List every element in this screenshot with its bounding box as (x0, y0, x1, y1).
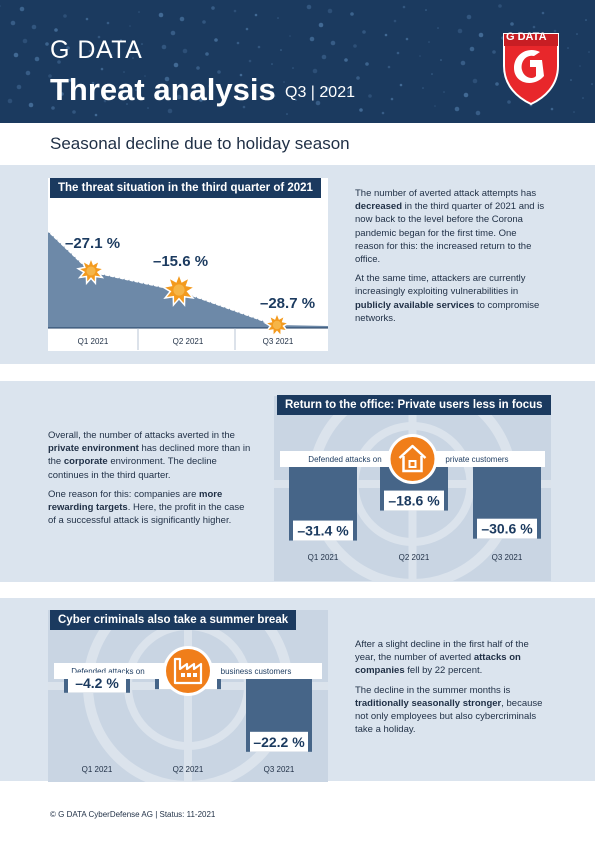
text-run: At the same time, attackers are currentl… (355, 273, 526, 298)
emphasis: traditionally seasonally stronger (355, 697, 502, 709)
factory-icon (163, 646, 213, 696)
data-label-box (250, 731, 308, 752)
trend-line (46, 228, 279, 327)
tick-label: Q3 2021 (263, 337, 294, 346)
tick-label: Q3 2021 (264, 765, 295, 774)
data-label: –18.6 % (388, 493, 440, 509)
house-icon (387, 434, 438, 484)
brand-name: G DATA (50, 36, 143, 64)
strip-label-left: Defended attacks on (308, 455, 381, 464)
burst-marker (76, 255, 106, 286)
strip-label-right: private customers (445, 455, 508, 464)
footer: © G DATA CyberDefense AG | Status: 11-20… (50, 810, 216, 819)
gdata-shield-logo (503, 33, 559, 106)
data-label: –27.1 % (65, 235, 120, 252)
emphasis: corporate (63, 456, 108, 468)
data-label: –30.6 % (481, 521, 533, 537)
tick-label: Q3 2021 (492, 553, 523, 562)
header-pattern (0, 4, 593, 117)
section-summer-break: Defended attacks on business customers –4.… (0, 581, 595, 791)
data-label: –4.2 % (75, 675, 119, 691)
text-run: has declined more than in the (48, 443, 251, 468)
text-run: Overall, the number of attacks averted i… (48, 430, 235, 441)
emphasis: publicly available services (355, 299, 475, 311)
line-chart-panel: Q1 2021 Q2 2021 Q3 2021 –27.1 % –15.6 % –28.7… (46, 178, 328, 351)
paragraph: One reason for this: companies are more … (48, 488, 253, 528)
emphasis: decreased (355, 201, 403, 213)
text-run: One reason for this: companies are (48, 488, 200, 500)
data-label: –15.6 % (153, 253, 208, 270)
emphasis: more rewarding targets (48, 488, 223, 514)
data-label: –28.7 % (260, 295, 315, 312)
strip-label-left: Defended attacks on (71, 667, 144, 676)
bar-chart-private: Defended attacks on private customers –31.… (274, 379, 551, 589)
section-private-users: Overall, the number of attacks averted i… (0, 379, 595, 589)
text-run: The number of averted attack attempts ha… (355, 188, 537, 199)
quarter-label: Q3 | 2021 (285, 84, 355, 101)
page-subtitle: Seasonal decline due to holiday season (50, 134, 350, 153)
section2-tag: Return to the office: Private users less… (277, 395, 551, 415)
strip-label-right: business customers (221, 667, 292, 676)
text-run: to compromise networks. (355, 299, 540, 324)
data-label-box (477, 518, 537, 539)
text-run: fell by 22 percent. (404, 665, 483, 677)
paragraph: The number of averted attack attempts ha… (355, 187, 545, 266)
text-run: in the third quarter of 2021 and is now … (355, 201, 545, 266)
data-label-box (384, 490, 444, 511)
line-chart: Q1 2021 Q2 2021 Q3 2021 –27.1 % –15.6 % –28.7… (46, 228, 328, 350)
data-label: –22.2 % (253, 734, 305, 750)
section3-text: After a slight decline in the first half… (355, 638, 547, 742)
section2-text: Overall, the number of attacks averted i… (48, 429, 253, 533)
text-run: , because not only employees but also cy… (355, 697, 543, 736)
tick-label: Q1 2021 (308, 553, 339, 562)
data-label-box (293, 520, 353, 541)
section3-tag: Cyber criminals also take a summer break (50, 610, 297, 630)
data-label-box (68, 672, 126, 693)
text-run: environment. The decline continues in th… (48, 456, 217, 481)
section1-text: The number of averted attack attempts ha… (355, 187, 545, 331)
text-run: The decline in the summer months is (355, 684, 511, 696)
paragraph: Overall, the number of attacks averted i… (48, 429, 253, 482)
paragraph: At the same time, attackers are currentl… (355, 272, 545, 325)
tick-label: Q1 2021 (78, 337, 109, 346)
bar-chart-business-panel: Defended attacks on business customers –4.… (48, 581, 328, 791)
section1-tag: The threat situation in the third quarte… (50, 178, 321, 198)
tick-label: Q2 2021 (173, 765, 204, 774)
tick-label: Q1 2021 (82, 765, 113, 774)
tick-label: Q2 2021 (399, 553, 430, 562)
emphasis: private environment (48, 443, 139, 455)
bar-chart-business: Defended attacks on business customers –4.… (48, 581, 328, 791)
logo-text: G DATA (506, 31, 547, 43)
data-label: –31.4 % (297, 523, 349, 539)
page-title: Threat analysis (50, 72, 276, 107)
paragraph: The decline in the summer months is trad… (355, 684, 547, 737)
tick-label: Q2 2021 (173, 337, 204, 346)
burst-marker (263, 310, 291, 339)
header: G DATA Threat analysis Q3 | 2021 G DATA (0, 0, 595, 123)
paragraph: After a slight decline in the first half… (355, 638, 547, 678)
text-run: . Here, the profit in the case of a succ… (48, 502, 245, 527)
section-threat-situation: Q1 2021 Q2 2021 Q3 2021 –27.1 % –15.6 % –28.7… (0, 165, 595, 364)
text-run: After a slight decline in the first half… (355, 639, 529, 664)
burst-marker (161, 271, 197, 307)
bar-chart-private-panel: Defended attacks on private customers –31.… (274, 379, 551, 589)
area-fill (48, 230, 328, 328)
emphasis: attacks on companies (355, 652, 521, 677)
